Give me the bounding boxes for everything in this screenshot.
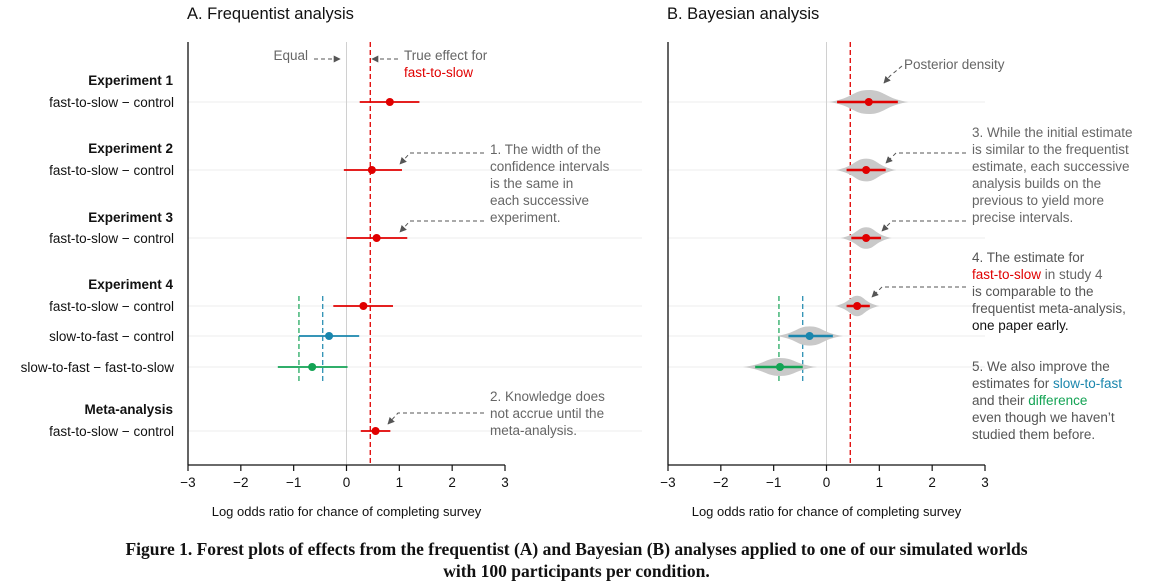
point-estimate: [862, 166, 871, 174]
annotation-arrow: [871, 286, 966, 298]
annotation-arrow: [881, 220, 966, 232]
annotation-note: is the same in: [490, 176, 573, 191]
x-tick-label: 0: [343, 475, 351, 490]
x-tick-label: 2: [928, 475, 936, 490]
panel-title: B. Bayesian analysis: [667, 5, 819, 23]
annotation-note: is similar to the frequentist: [972, 142, 1129, 157]
annotation-note: studied them before.: [972, 427, 1095, 442]
x-tick-label: −1: [766, 475, 781, 490]
annotation-note: 1. The width of the: [490, 142, 601, 157]
annotation-note: previous to yield more: [972, 193, 1104, 208]
annotation-note: confidence intervals: [490, 159, 610, 174]
row-label: fast-to-slow − control: [49, 163, 174, 178]
x-tick-label: −3: [180, 475, 195, 490]
annotation-note: 5. We also improve the: [972, 359, 1110, 374]
annotation-note: analysis builds on the: [972, 176, 1101, 191]
annotation-note: and their difference: [972, 393, 1087, 408]
annotation-arrow: [399, 152, 484, 165]
caption-line-1: Figure 1. Forest plots of effects from t…: [125, 539, 1028, 559]
annotation-note: frequentist meta-analysis,: [972, 301, 1126, 316]
row-label: slow-to-fast − fast-to-slow: [21, 360, 175, 375]
point-estimate: [805, 332, 814, 340]
point-estimate: [372, 234, 381, 242]
x-tick-label: −2: [233, 475, 248, 490]
annotation-arrow: [387, 412, 484, 425]
x-tick-label: 0: [823, 475, 831, 490]
point-estimate: [862, 234, 871, 242]
row-label: fast-to-slow − control: [49, 231, 174, 246]
annotation-true-effect-series: fast-to-slow: [404, 65, 473, 80]
annotation-note: estimates for slow-to-fast: [972, 376, 1122, 391]
annotation-note: meta-analysis.: [490, 423, 577, 438]
x-tick-label: 2: [448, 475, 456, 490]
x-axis-label: Log odds ratio for chance of completing …: [692, 504, 962, 519]
annotation-arrow: [883, 65, 903, 84]
group-heading: Experiment 4: [88, 277, 173, 292]
figure-caption: Figure 1. Forest plots of effects from t…: [0, 538, 1153, 582]
point-estimate: [864, 98, 873, 106]
group-heading: Experiment 1: [88, 73, 173, 88]
annotation-equal: Equal: [273, 48, 308, 63]
annotation-note: one paper early.: [972, 318, 1069, 333]
row-label: fast-to-slow − control: [49, 424, 174, 439]
group-heading: Meta-analysis: [84, 402, 173, 417]
x-tick-label: −3: [660, 475, 675, 490]
x-axis-label: Log odds ratio for chance of completing …: [212, 504, 482, 519]
point-estimate: [367, 166, 376, 174]
x-tick-label: 3: [981, 475, 989, 490]
annotation-note: 4. The estimate for: [972, 250, 1085, 265]
annotation-note: experiment.: [490, 210, 561, 225]
point-estimate: [371, 427, 380, 435]
point-estimate: [853, 302, 862, 310]
point-estimate: [359, 302, 368, 310]
point-estimate: [385, 98, 394, 106]
annotation-note: not accrue until the: [490, 406, 604, 421]
group-heading: Experiment 2: [88, 141, 173, 156]
point-estimate: [308, 363, 317, 371]
point-estimate: [325, 332, 334, 340]
row-label: slow-to-fast − control: [49, 329, 174, 344]
row-label: fast-to-slow − control: [49, 95, 174, 110]
annotation-true-effect: True effect for: [404, 48, 488, 63]
x-tick-label: 1: [396, 475, 404, 490]
panel-title: A. Frequentist analysis: [187, 5, 354, 23]
x-tick-label: −2: [713, 475, 728, 490]
annotation-note: 3. While the initial estimate: [972, 125, 1133, 140]
row-label: fast-to-slow − control: [49, 299, 174, 314]
x-tick-label: 1: [876, 475, 884, 490]
annotation-note: estimate, each successive: [972, 159, 1130, 174]
annotation-arrow: [399, 220, 484, 233]
annotation-note: even though we haven’t: [972, 410, 1115, 425]
annotation-note: each successive: [490, 193, 589, 208]
group-heading: Experiment 3: [88, 210, 173, 225]
annotation-note: fast-to-slow in study 4: [972, 267, 1103, 282]
annotation-note: precise intervals.: [972, 210, 1073, 225]
annotation-arrow: [885, 152, 966, 164]
x-tick-label: 3: [501, 475, 509, 490]
x-tick-label: −1: [286, 475, 301, 490]
annotation-note: 2. Knowledge does: [490, 389, 605, 404]
point-estimate: [776, 363, 785, 371]
annotation-posterior: Posterior density: [904, 57, 1005, 72]
caption-line-2: with 100 participants per condition.: [443, 561, 710, 581]
annotation-note: is comparable to the: [972, 284, 1094, 299]
